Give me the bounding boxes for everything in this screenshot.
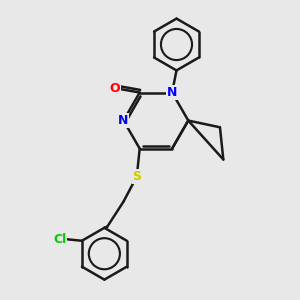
Text: S: S bbox=[132, 170, 141, 183]
Text: O: O bbox=[110, 82, 120, 94]
Text: N: N bbox=[167, 86, 177, 99]
Text: N: N bbox=[118, 114, 129, 127]
Text: Cl: Cl bbox=[53, 233, 67, 246]
